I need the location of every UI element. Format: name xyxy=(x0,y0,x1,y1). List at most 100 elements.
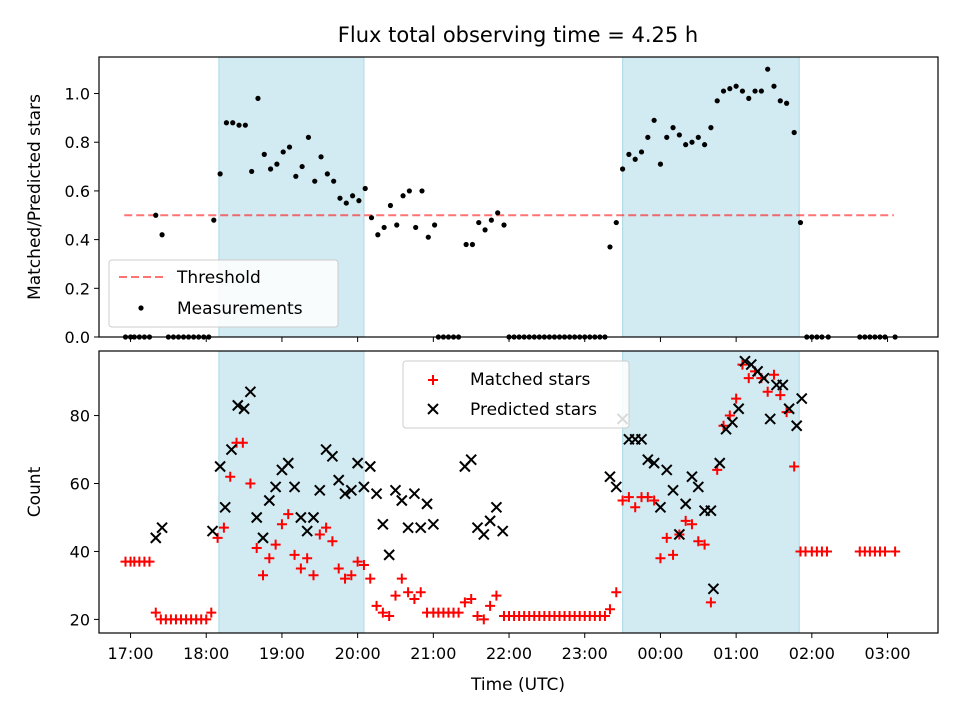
measurements-point xyxy=(619,166,626,172)
predicted-stars-point xyxy=(679,498,692,510)
legend-predicted-swatch xyxy=(427,403,439,415)
measurements-point xyxy=(242,122,248,128)
x-tick-label: 19:00 xyxy=(259,644,305,663)
measurements-point xyxy=(664,134,670,140)
matched-stars-point xyxy=(890,546,901,557)
predicted-stars-point xyxy=(263,494,276,507)
predicted-stars-point xyxy=(497,525,509,537)
measurements-point xyxy=(267,166,274,172)
matched-stars-point xyxy=(270,539,281,550)
matched-stars-point xyxy=(693,536,704,547)
predicted-stars-point xyxy=(269,481,282,493)
measurements-point xyxy=(632,156,638,162)
matched-stars-point xyxy=(775,390,786,401)
measurements-point xyxy=(419,188,425,194)
x-tick-label: 17:00 xyxy=(107,644,153,663)
predicted-stars-point xyxy=(758,372,770,384)
predicted-stars-point xyxy=(604,471,616,483)
predicted-stars-point xyxy=(465,454,477,466)
x-tick-label: 18:00 xyxy=(183,644,229,663)
chart-title: Flux total observing time = 4.25 h xyxy=(338,23,698,47)
measurements-point xyxy=(387,202,394,209)
predicted-stars-point xyxy=(478,528,490,541)
matched-stars-point xyxy=(352,556,363,567)
predicted-stars-point xyxy=(389,484,402,497)
measurements-point xyxy=(777,98,783,104)
matched-stars-point xyxy=(251,543,262,554)
measurements-point xyxy=(312,178,318,184)
measurements-point xyxy=(784,100,790,106)
measurements-point xyxy=(714,98,720,104)
matched-stars-point xyxy=(642,492,653,503)
x-tick-label: 21:00 xyxy=(410,644,456,663)
measurements-point xyxy=(689,139,695,145)
matched-stars-point xyxy=(264,553,275,564)
measurements-point xyxy=(683,142,689,148)
measurements-point xyxy=(368,215,375,221)
matched-stars-point xyxy=(617,495,628,506)
predicted-stars-point xyxy=(654,501,667,513)
measurements-point xyxy=(701,142,708,148)
matched-stars-point xyxy=(880,546,891,557)
matched-stars-point xyxy=(699,539,710,550)
predicted-stars-point xyxy=(796,392,808,405)
predicted-stars-point xyxy=(783,403,795,415)
matched-stars-point xyxy=(680,515,691,526)
measurements-point xyxy=(261,151,267,157)
matched-stars-point xyxy=(245,478,256,489)
predicted-stars-point xyxy=(307,511,320,524)
measurements-point xyxy=(695,134,701,140)
measurements-point xyxy=(293,173,299,179)
measurements-point xyxy=(400,193,406,199)
shaded-interval-1 xyxy=(218,350,365,634)
measurements-point xyxy=(432,222,438,228)
matched-stars-point xyxy=(485,600,496,611)
matched-stars-point xyxy=(686,519,697,530)
measurements-point xyxy=(236,122,242,128)
matched-stars-point xyxy=(314,529,325,540)
matched-stars-point xyxy=(346,570,357,581)
y-tick-label: 0.2 xyxy=(65,279,90,298)
predicted-stars-point xyxy=(673,528,686,541)
matched-stars-point xyxy=(358,560,369,571)
predicted-stars-point xyxy=(484,515,496,527)
predicted-stars-point xyxy=(206,525,219,537)
predicted-stars-point xyxy=(402,521,414,534)
matched-stars-point xyxy=(731,393,742,404)
measurements-point xyxy=(153,212,159,218)
measurements-point xyxy=(626,151,632,157)
axes-frame xyxy=(98,350,939,634)
matched-stars-point xyxy=(371,600,382,611)
measurements-point xyxy=(720,88,727,94)
measurements-point xyxy=(318,154,324,160)
matched-stars-point xyxy=(150,607,161,618)
measurements-point xyxy=(356,198,362,204)
predicted-stars-point xyxy=(396,494,408,507)
measurements-point xyxy=(331,178,337,184)
measurements-point xyxy=(286,144,293,150)
x-tick-label: 20:00 xyxy=(335,644,381,663)
predicted-stars-point xyxy=(314,484,326,497)
matched-stars-point xyxy=(415,587,426,598)
matched-stars-point xyxy=(661,532,672,543)
matched-stars-point xyxy=(283,509,294,520)
matched-stars-point xyxy=(821,546,832,557)
measurements-point xyxy=(274,161,280,167)
y-tick-label: 0.6 xyxy=(65,182,90,201)
measurements-point xyxy=(765,66,771,72)
measurements-point xyxy=(375,232,381,238)
measurements-point xyxy=(746,95,752,101)
measurements-point xyxy=(752,88,758,94)
predicted-stars-point xyxy=(415,521,427,534)
y-tick-label: 40 xyxy=(70,542,90,561)
measurements-point xyxy=(670,125,676,131)
matched-stars-point xyxy=(327,536,338,547)
matched-stars-point xyxy=(599,611,610,622)
matched-stars-point xyxy=(705,597,716,608)
predicted-stars-point xyxy=(421,498,433,510)
legend-matched-swatch xyxy=(428,375,438,385)
predicted-stars-point xyxy=(295,511,307,524)
y-tick-label: 80 xyxy=(70,407,90,426)
matched-stars-point xyxy=(604,604,615,615)
